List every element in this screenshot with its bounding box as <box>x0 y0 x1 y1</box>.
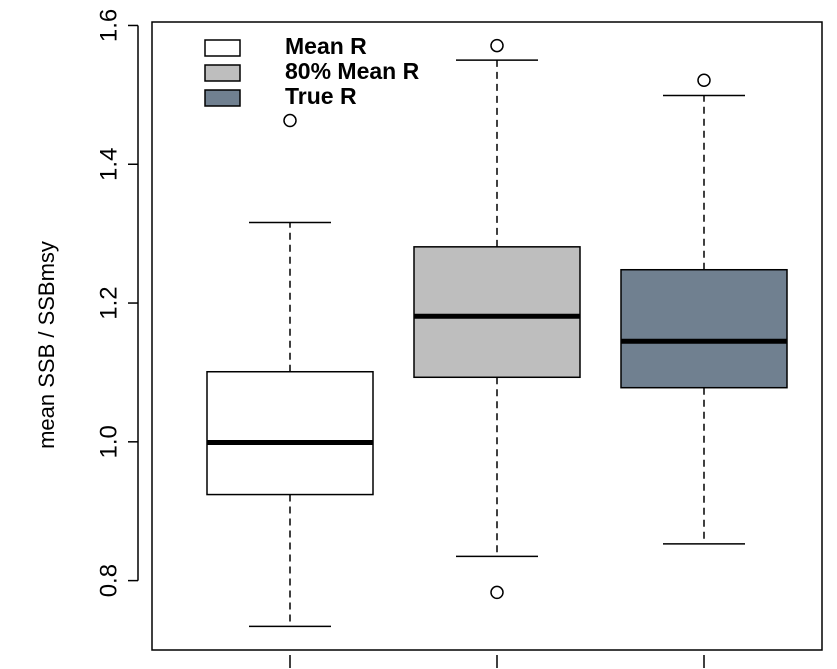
y-tick-label: 1.4 <box>95 148 122 181</box>
legend-swatch <box>204 64 241 82</box>
outlier <box>490 38 504 53</box>
y-tick-label: 1.2 <box>95 286 122 319</box>
box <box>413 246 581 379</box>
outlier <box>697 73 711 88</box>
box <box>206 370 374 496</box>
y-tick-label: 1.6 <box>95 9 122 42</box>
y-tick-label: 0.8 <box>95 564 122 597</box>
legend-label: Mean R <box>285 33 367 59</box>
legend-swatch <box>204 39 241 57</box>
legend-label: 80% Mean R <box>285 58 420 84</box>
legend-swatch <box>204 89 241 107</box>
box <box>620 268 788 389</box>
y-tick-label: 1.0 <box>95 425 122 458</box>
outlier <box>490 585 504 600</box>
outlier <box>283 113 297 128</box>
y-axis-label: mean SSB / SSBmsy <box>34 241 59 449</box>
legend-label: True R <box>285 83 357 109</box>
plot-frame <box>151 21 823 651</box>
